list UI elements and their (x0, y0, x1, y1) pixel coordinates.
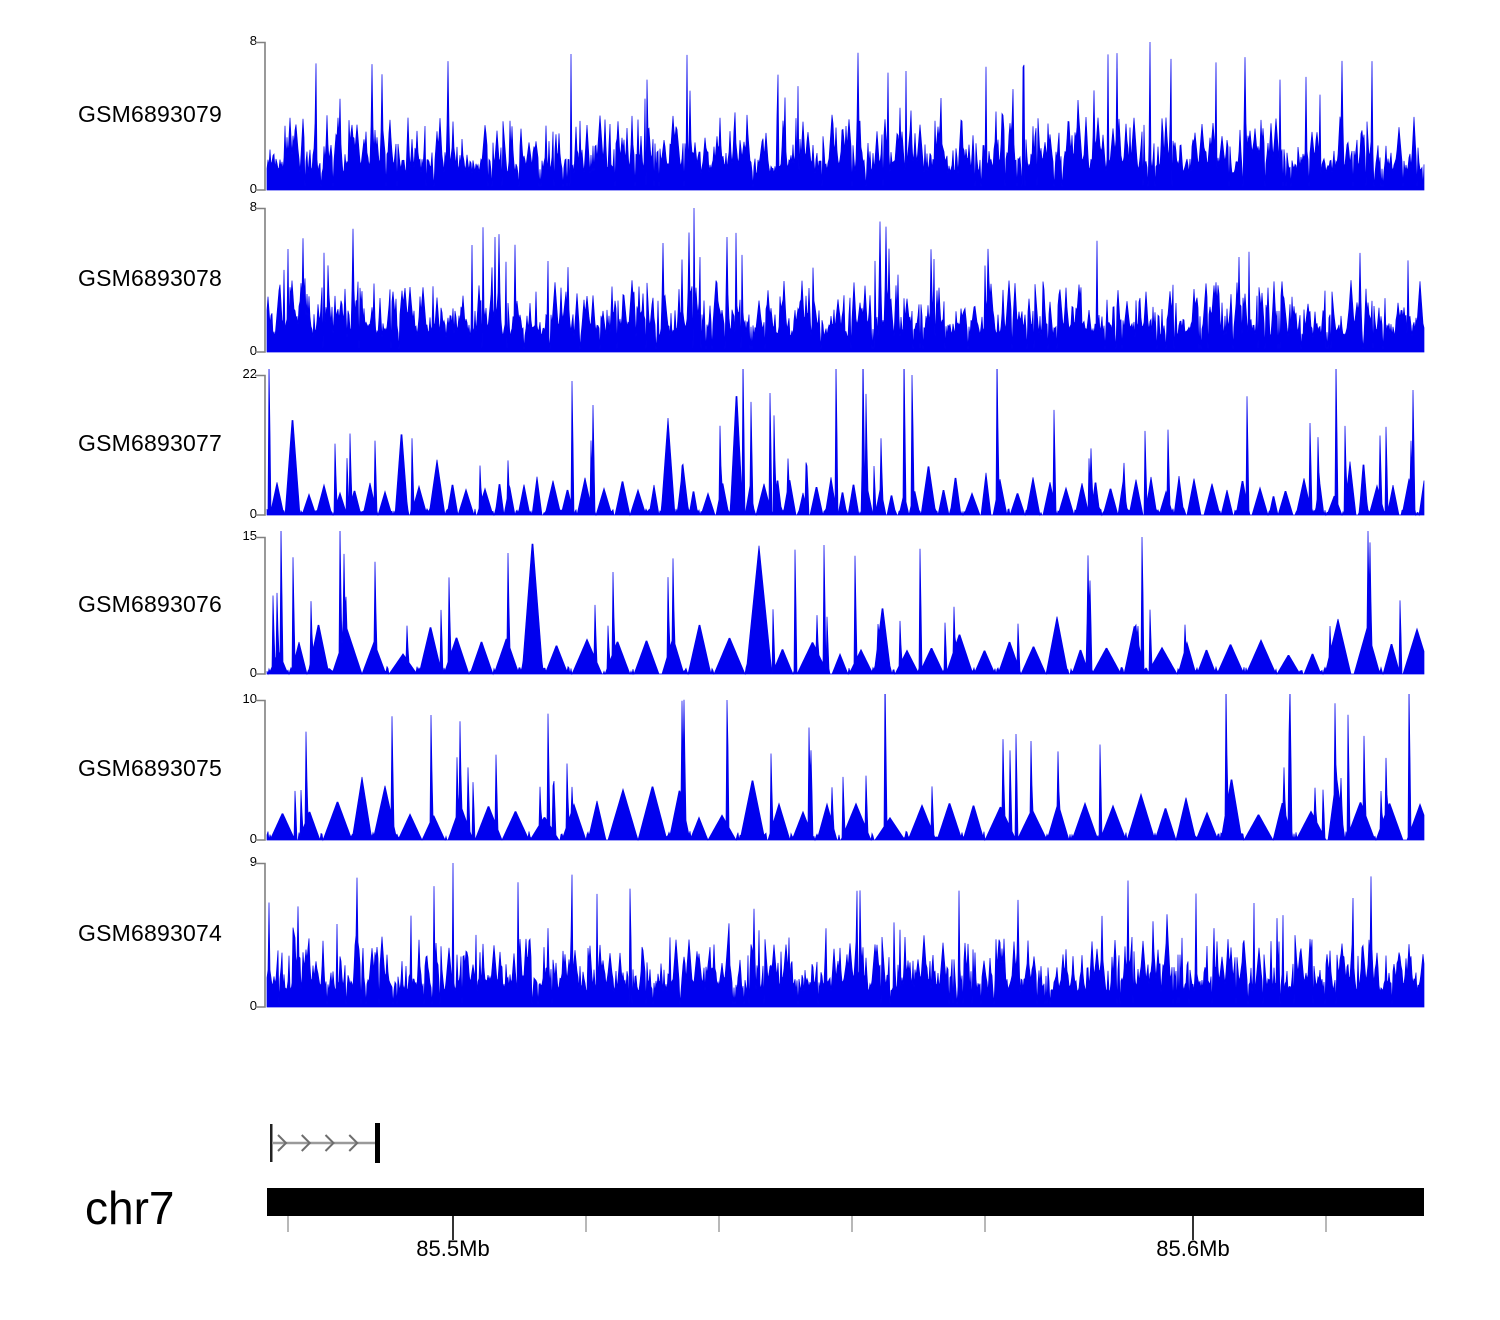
y-axis-bracket (255, 41, 266, 191)
track-label-gsm6893074: GSM6893074 (78, 920, 222, 946)
strand-arrow-icon (277, 1134, 288, 1152)
coverage-area (266, 369, 1425, 517)
coverage-plot (255, 531, 1425, 676)
coverage-area (266, 531, 1425, 676)
coverage-plot (255, 862, 1425, 1008)
strand-arrow-icon (348, 1134, 359, 1152)
axis-tick-label: 85.6Mb (1156, 1236, 1230, 1261)
y-axis-bracket (255, 374, 266, 516)
y-axis-max-label: 8 (249, 199, 257, 214)
coverage-plot (255, 694, 1425, 842)
track-label-gsm6893077: GSM6893077 (78, 430, 222, 456)
coverage-area (266, 207, 1425, 353)
chromosome-label: chr7 (85, 1182, 175, 1234)
y-axis-max-label: 15 (242, 528, 257, 543)
gene-start-marker (270, 1124, 273, 1162)
y-axis-bracket (255, 536, 266, 675)
y-axis-bracket (255, 862, 266, 1008)
track-label-gsm6893075: GSM6893075 (78, 755, 222, 781)
strand-arrow-icon (301, 1134, 312, 1152)
y-axis-min-label: 0 (249, 831, 257, 846)
y-axis-min-label: 0 (249, 665, 257, 680)
coverage-plot (255, 369, 1425, 517)
strand-arrow-icon (324, 1134, 335, 1152)
y-axis-max-label: 10 (242, 691, 257, 706)
track-label-gsm6893076: GSM6893076 (78, 590, 222, 617)
gene-end-marker (375, 1123, 380, 1163)
coverage-plot (255, 41, 1425, 191)
y-axis-bracket (255, 207, 266, 353)
y-axis-min-label: 0 (249, 181, 257, 196)
track-label-gsm6893079: GSM6893079 (78, 101, 222, 127)
axis-tick-label: 85.5Mb (416, 1236, 490, 1261)
track-label-gsm6893078: GSM6893078 (78, 265, 222, 291)
y-axis-min-label: 0 (249, 506, 257, 521)
gene-model-svg[interactable] (0, 1113, 1500, 1173)
y-axis-max-label: 8 (249, 33, 257, 48)
y-axis-bracket (255, 699, 266, 841)
ideogram-svg[interactable] (0, 1188, 1500, 1258)
ideogram-bar[interactable] (267, 1188, 1424, 1216)
coverage-area (266, 41, 1425, 191)
y-axis-max-label: 22 (242, 366, 257, 381)
coverage-area (266, 862, 1425, 1008)
y-axis-max-label: 9 (249, 854, 257, 869)
y-axis-min-label: 0 (249, 998, 257, 1013)
coverage-area (266, 694, 1425, 842)
coverage-plot (255, 207, 1425, 353)
y-axis-min-label: 0 (249, 343, 257, 358)
